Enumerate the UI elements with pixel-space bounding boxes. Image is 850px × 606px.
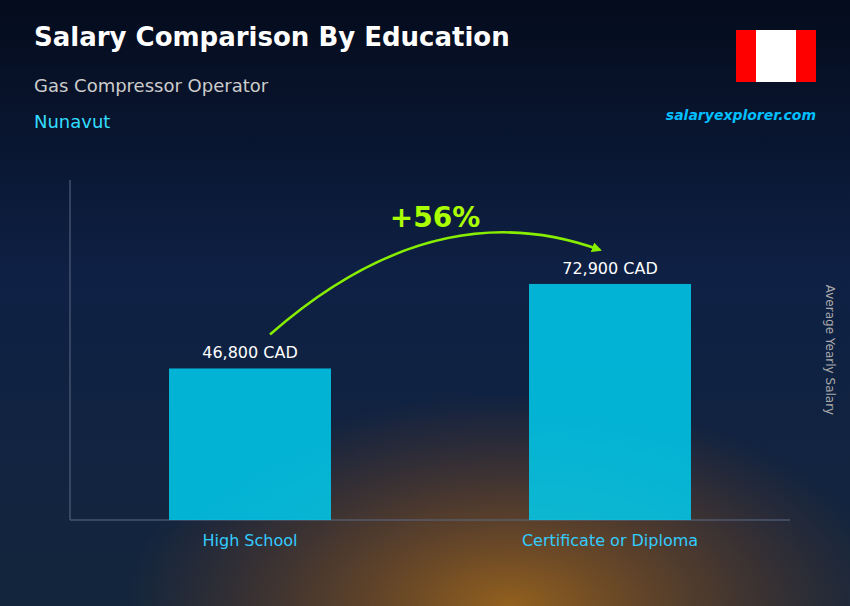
flag-band — [736, 30, 756, 82]
annotation: +56% — [390, 201, 480, 234]
category-label: Certificate or Diploma — [522, 531, 698, 550]
bar — [529, 284, 691, 520]
bars — [169, 284, 691, 520]
source: salaryexplorer.com — [666, 107, 816, 123]
region: Nunavut — [34, 111, 110, 132]
bar — [169, 368, 331, 520]
flag-band — [756, 30, 796, 82]
flag-band — [796, 30, 816, 82]
data-label: 46,800 CAD — [202, 343, 298, 362]
chart: Salary Comparison By Education Gas Compre… — [0, 0, 850, 606]
subtitle: Gas Compressor Operator — [34, 75, 269, 96]
y-axis-label: Average Yearly Salary — [823, 285, 837, 415]
title: Salary Comparison By Education — [34, 22, 510, 52]
data-label: 72,900 CAD — [562, 259, 658, 278]
y-axis-line — [70, 180, 71, 520]
arrow — [270, 232, 600, 334]
flag — [736, 30, 816, 82]
category-label: High School — [203, 531, 298, 550]
